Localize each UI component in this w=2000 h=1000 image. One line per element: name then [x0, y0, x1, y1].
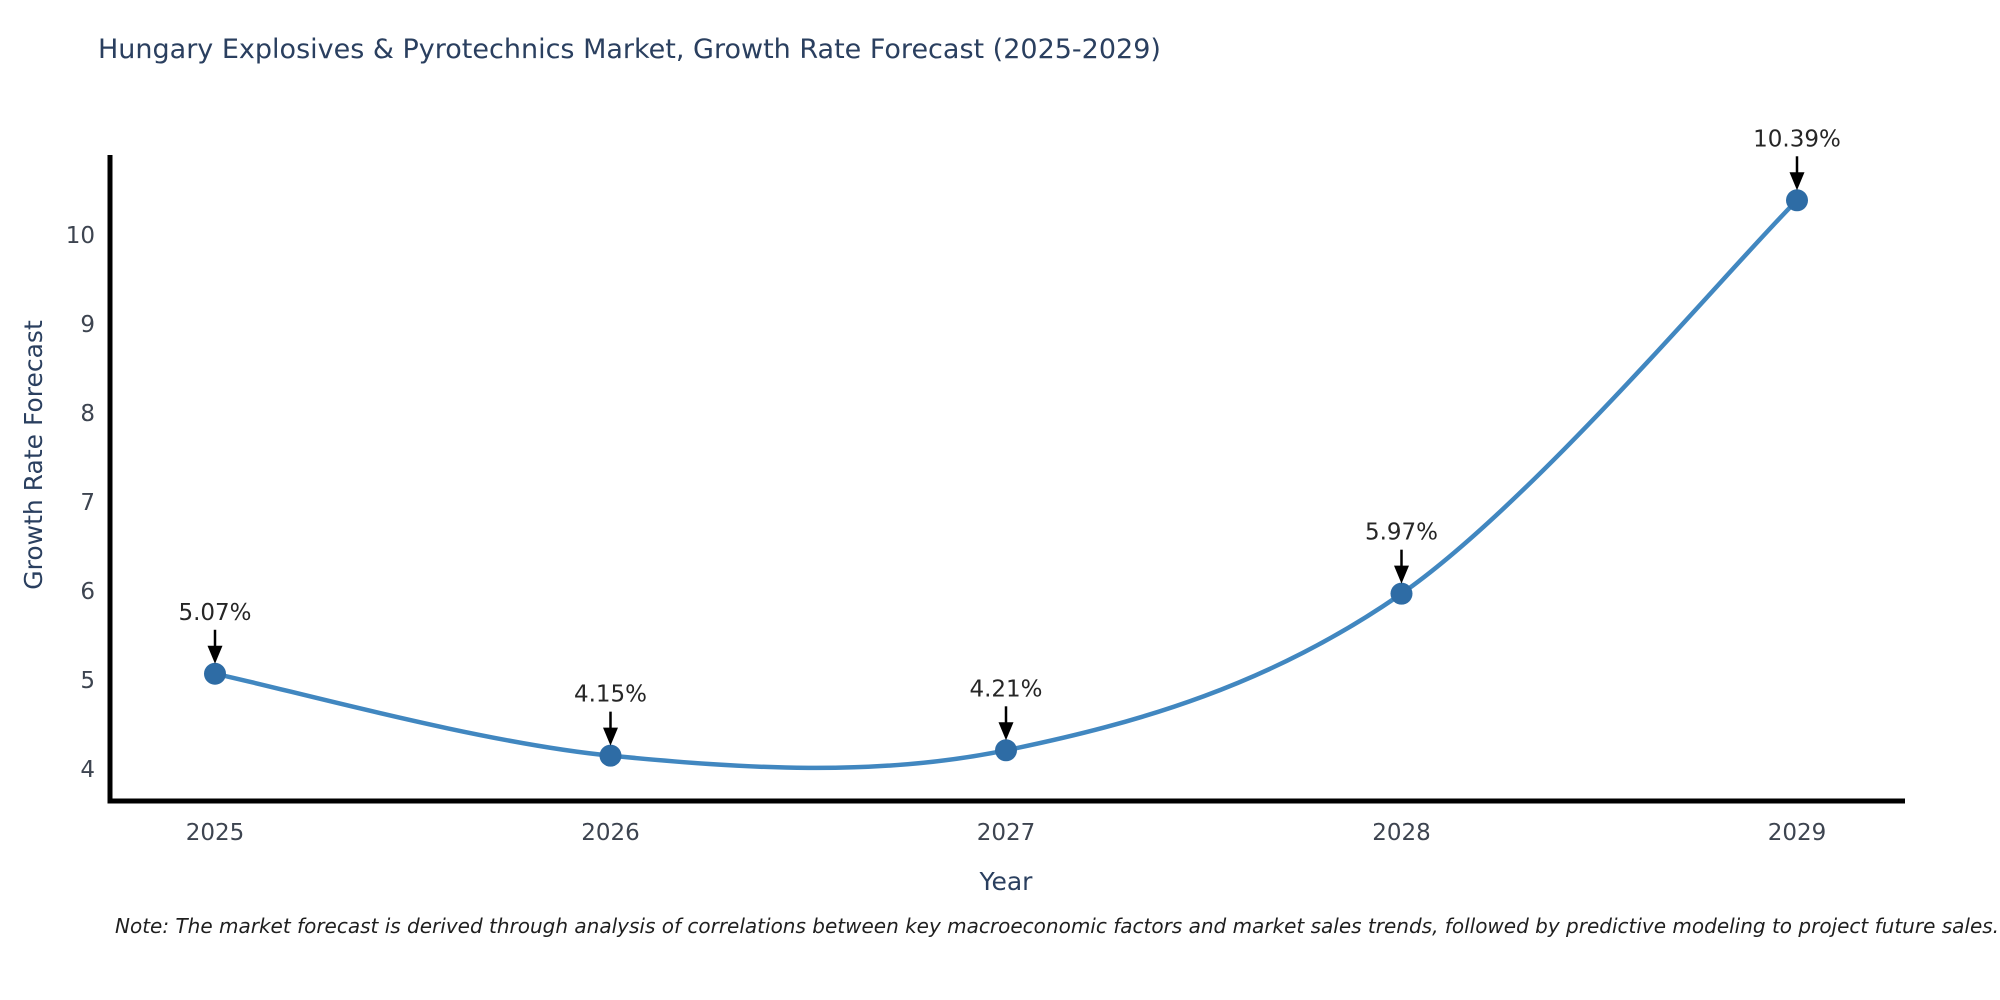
annotation-arrowhead: [1394, 565, 1409, 584]
y-tick-label: 4: [80, 757, 95, 783]
data-point-label: 4.15%: [574, 682, 647, 708]
y-tick-label: 9: [80, 312, 95, 338]
y-tick-label: 8: [80, 401, 95, 427]
y-tick-label: 6: [80, 579, 95, 605]
y-tick-label: 7: [80, 490, 95, 516]
data-point-marker: [1390, 582, 1413, 605]
annotation-arrowhead: [207, 645, 223, 664]
x-axis-label: Year: [979, 867, 1034, 896]
data-point-marker: [995, 739, 1017, 762]
data-point-marker: [599, 744, 622, 767]
annotation-arrowhead: [998, 722, 1014, 741]
data-point-label: 5.97%: [1365, 520, 1438, 546]
x-tick-label: 2025: [186, 820, 245, 846]
chart-title: Hungary Explosives & Pyrotechnics Market…: [98, 34, 1161, 65]
x-tick-label: 2028: [1372, 820, 1431, 846]
x-axis-ticks: 2025 2026 2027 2028 2029: [186, 820, 1827, 846]
x-tick-label: 2026: [581, 820, 640, 846]
x-tick-label: 2029: [1768, 820, 1827, 846]
footnote: Note: The market forecast is derived thr…: [115, 914, 2000, 938]
series-line: [212, 198, 1800, 771]
data-point-markers: [204, 189, 1808, 767]
annotation-arrowhead: [1789, 172, 1805, 191]
x-tick-label: 2027: [977, 820, 1036, 846]
y-tick-label: 10: [66, 223, 95, 249]
data-point-label: 10.39%: [1753, 126, 1841, 152]
data-point-marker: [204, 662, 226, 685]
data-point-marker: [1786, 189, 1808, 212]
data-point-annotations: 5.07% 4.15% 4.21% 5.97% 10.39%: [178, 126, 1841, 746]
data-point-label: 4.21%: [969, 676, 1042, 702]
data-point-label: 5.07%: [178, 600, 251, 626]
y-tick-label: 5: [80, 668, 95, 694]
y-axis-label: Growth Rate Forecast: [19, 320, 48, 590]
y-axis-ticks: 4 5 6 7 8 9 10: [66, 223, 95, 783]
annotation-arrowhead: [603, 727, 618, 746]
